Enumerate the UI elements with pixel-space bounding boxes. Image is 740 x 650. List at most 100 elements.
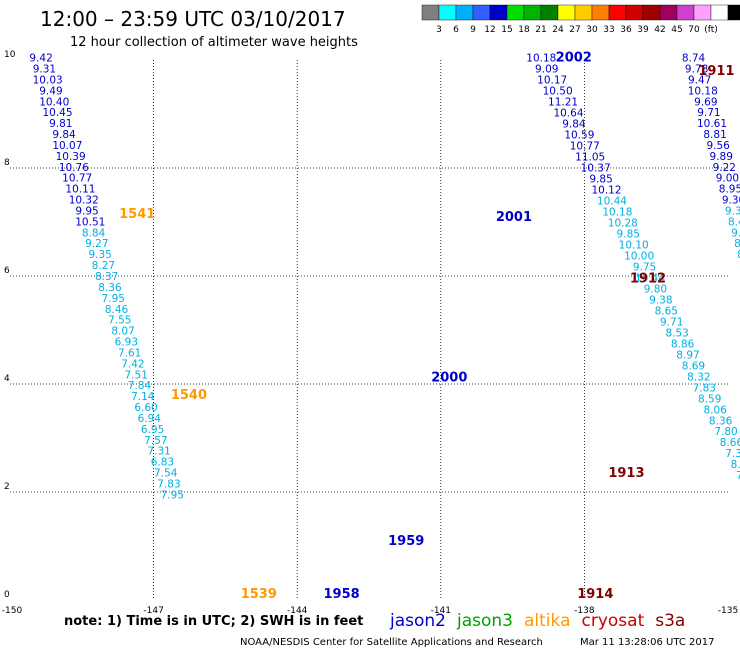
- colorbar-legend: 3 6 9 12 15 18 21 24 27 30 33 36 39 42 45 70 (ft): [421, 4, 740, 35]
- wave-height-value: 8.59: [698, 393, 721, 405]
- wave-height-value: 8.27: [92, 260, 115, 272]
- wave-height-value: 10.44: [597, 195, 627, 207]
- colorbar-swatch: [693, 4, 712, 21]
- wave-height-value: 10.00: [624, 250, 654, 262]
- wave-height-value: 9.33: [725, 205, 740, 217]
- wave-height-value: 8.65: [655, 305, 678, 317]
- wave-height-value: 10.07: [52, 140, 82, 152]
- colorbar-swatch: [642, 4, 661, 21]
- legend-jason2: jason2: [389, 611, 446, 631]
- note-text: note: 1) Time is in UTC; 2) SWH is in fe…: [64, 614, 363, 629]
- colorbar-swatch: [676, 4, 695, 21]
- wave-height-value: 9.84: [562, 119, 586, 131]
- wave-height-value: 9.69: [694, 96, 717, 108]
- wave-height-value: 8.36: [98, 282, 122, 294]
- colorbar-label: 27: [569, 25, 580, 35]
- wave-height-value: 8.46: [105, 304, 129, 316]
- pass-time-label: 1541: [119, 207, 155, 222]
- wave-height-value: 7.51: [125, 369, 148, 381]
- wave-height-value: 8.07: [731, 459, 740, 471]
- wave-height-value: 8.95: [719, 184, 740, 196]
- colorbar-label: 6: [453, 25, 459, 35]
- wave-height-value: 10.18: [526, 53, 556, 65]
- wave-height-value: 10.12: [591, 184, 621, 196]
- footer-timestamp: Mar 11 13:28:06 UTC 2017: [580, 637, 715, 648]
- wave-height-values: 9.429.3110.039.4910.4010.459.819.8410.07…: [29, 53, 740, 502]
- wave-height-value: 8.53: [665, 327, 688, 339]
- wave-height-value: 11.21: [548, 97, 578, 109]
- wave-height-value: 10.61: [697, 118, 727, 130]
- colorbar-label: 30: [586, 25, 598, 35]
- colorbar-label: 24: [552, 25, 564, 35]
- colorbar-label: 39: [637, 25, 649, 35]
- wave-height-value: 10.18: [688, 85, 718, 97]
- wave-height-value: 9.75: [633, 261, 656, 273]
- wave-height-value: 8.45: [728, 216, 740, 228]
- wave-height-value: 9.80: [644, 283, 667, 295]
- colorbar-swatch: [438, 4, 457, 21]
- wave-height-value: 7.95: [102, 293, 125, 305]
- colorbar-label: 12: [484, 25, 495, 35]
- wave-height-value: 8.32: [687, 371, 710, 383]
- wave-height-value: 10.76: [59, 162, 89, 174]
- wave-height-value: 6.83: [151, 457, 174, 469]
- y-tick-label: 2: [4, 482, 10, 492]
- colorbar-label: 42: [654, 25, 665, 35]
- colorbar-swatch: [523, 4, 542, 21]
- colorbar-label: 45: [671, 25, 682, 35]
- wave-height-value: 9.27: [85, 238, 108, 250]
- wave-height-value: 9.49: [39, 85, 62, 97]
- legend-altika: altika: [524, 611, 571, 631]
- colorbar-swatch: [591, 4, 610, 21]
- x-tick-label: -138: [574, 606, 595, 616]
- wave-height-value: 10.37: [581, 163, 611, 175]
- y-tick-label: 10: [4, 50, 16, 60]
- wave-height-value: 9.30: [722, 195, 740, 207]
- colorbar-swatch: [710, 4, 729, 21]
- wave-height-value: 8.84: [82, 227, 106, 239]
- wave-height-value: 10.28: [608, 217, 638, 229]
- wave-height-value: 10.45: [42, 107, 72, 119]
- chart-subtitle: 12 hour collection of altimeter wave hei…: [70, 35, 358, 50]
- wave-height-value: 9.56: [706, 140, 730, 152]
- colorbar-swatch: [659, 4, 678, 21]
- wave-height-value: 7.61: [118, 347, 141, 359]
- wave-height-value: 10.03: [33, 74, 63, 86]
- wave-height-value: 6.95: [141, 424, 164, 436]
- colorbar-swatch: [455, 4, 474, 21]
- wave-height-value: 7.31: [147, 446, 170, 458]
- x-tick-label: -135: [718, 606, 738, 616]
- colorbar-swatch: [574, 4, 593, 21]
- colorbar-swatch: [421, 4, 440, 21]
- wave-height-value: 9.78: [685, 64, 708, 76]
- colorbar-label: 36: [620, 25, 632, 35]
- pass-time-label: 1914: [577, 587, 613, 602]
- wave-height-value: 10.77: [62, 173, 92, 185]
- wave-height-value: 7.84: [128, 380, 152, 392]
- colorbar-swatch: [608, 4, 627, 21]
- wave-height-value: 10.44: [635, 272, 665, 284]
- colorbar-label: 21: [535, 25, 546, 35]
- wave-height-value: 9.22: [713, 162, 736, 174]
- wave-height-value: 7.83: [693, 382, 716, 394]
- wave-height-value: 9.47: [688, 74, 711, 86]
- wave-height-value: 9.85: [589, 173, 612, 185]
- pass-time-label: 1912: [630, 271, 666, 286]
- y-tick-label: 6: [4, 266, 10, 276]
- wave-height-value: 10.11: [65, 184, 95, 196]
- grid-lines: [10, 60, 728, 600]
- wave-height-value: 9.32: [731, 227, 740, 239]
- axis-ticks: -150 -147 -144 -141 -138 -135 0 2 4 6 8 10: [2, 50, 738, 616]
- pass-time-labels: 1541 1540 1539 2002 2001 2000 1959 1958 1911 1912…: [119, 51, 734, 602]
- wave-height-value: 10.40: [39, 96, 69, 108]
- wave-height-value: 9.95: [75, 205, 98, 217]
- wave-height-value: 10.17: [537, 75, 567, 87]
- wave-height-value: 7.12: [736, 470, 740, 482]
- satellite-legend: jason2 jason3 altika cryosat s3a: [389, 611, 685, 631]
- wave-height-value: 8.74: [682, 53, 706, 65]
- colorbar-label: 70: [688, 25, 700, 35]
- legend-cryosat: cryosat: [582, 611, 645, 631]
- wave-height-value: 8.81: [703, 129, 726, 141]
